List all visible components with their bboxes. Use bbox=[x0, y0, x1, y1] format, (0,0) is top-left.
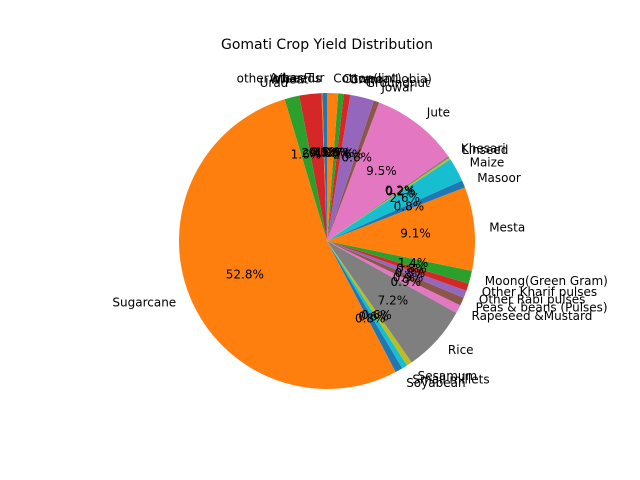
pie-slices bbox=[178, 92, 475, 390]
pct-label-maize: 2.6% bbox=[390, 191, 421, 205]
pct-label-rapeseed-mustard: 0.9% bbox=[391, 275, 422, 289]
slice-other-rabi-pulses bbox=[327, 241, 467, 298]
pct-label-other-oilseeds: 0.1% bbox=[309, 145, 340, 159]
pct-label-masoor: 0.8% bbox=[394, 200, 425, 214]
slice-mesta bbox=[327, 187, 475, 271]
slice-khesari bbox=[327, 156, 450, 241]
category-label-gram: Gram bbox=[349, 73, 382, 87]
pct-labels: 0.5%0.1%2.4%1.6%52.8%0.8%0.6%0.6%7.2%0.9… bbox=[226, 145, 431, 325]
category-label-other-oilseeds: other oilseeds bbox=[237, 71, 322, 85]
category-label-peas-beans-pulses: Peas & beans (Pulses) bbox=[476, 301, 608, 315]
pct-label-gram: 0.7% bbox=[324, 146, 355, 160]
slice-wheat bbox=[299, 93, 327, 241]
category-label-other-rabi-pulses: Other Rabi pulses bbox=[479, 293, 586, 307]
slice-linseed bbox=[327, 157, 451, 241]
slice-other-oilseeds bbox=[321, 93, 327, 241]
slice-cotton-lint bbox=[327, 92, 339, 241]
category-label-other-kharif-pulses: Other Kharif pulses bbox=[482, 285, 597, 299]
slice-small-millets bbox=[327, 241, 408, 369]
chart-title: Gomati Crop Yield Distribution bbox=[221, 37, 433, 53]
category-label-linseed: Linseed bbox=[462, 143, 508, 157]
pct-label-peas-beans-pulses: 0.9% bbox=[393, 270, 424, 284]
slice-sugarcane bbox=[178, 99, 396, 390]
slice-soyabean bbox=[327, 241, 403, 373]
category-label-maize: Maize bbox=[470, 155, 505, 169]
pct-label-other-kharif-pulses: 0.8% bbox=[396, 262, 427, 276]
pct-label-sesamum: 0.6% bbox=[361, 308, 392, 322]
pct-label-arhar-tur: 0.5% bbox=[310, 145, 341, 159]
category-label-mesta: Mesta bbox=[489, 220, 525, 234]
category-label-rice: Rice bbox=[448, 343, 474, 357]
slice-arhar-tur bbox=[322, 92, 327, 241]
category-label-khesari: Khesari bbox=[461, 142, 506, 156]
pct-label-cowpea-lobia: 0.6% bbox=[320, 146, 351, 160]
slice-gram bbox=[327, 93, 351, 242]
slice-groundnut bbox=[327, 94, 374, 241]
pct-label-rice: 7.2% bbox=[378, 294, 409, 308]
slice-other-kharif-pulses bbox=[327, 241, 469, 291]
pct-label-soyabean: 0.8% bbox=[355, 312, 386, 326]
pct-label-sugarcane: 52.8% bbox=[226, 268, 264, 282]
category-label-rapeseed-mustard: Rapeseed &Mustard bbox=[472, 309, 593, 323]
category-label-soyabean: Soyabean bbox=[406, 376, 465, 390]
pct-label-wheat: 2.4% bbox=[302, 146, 333, 160]
pct-label-small-millets: 0.6% bbox=[358, 310, 389, 324]
slice-cowpea-lobia bbox=[327, 93, 344, 241]
slice-rapeseed-mustard bbox=[327, 241, 461, 313]
category-label-urad: Urad bbox=[260, 76, 289, 90]
category-label-cowpea-lobia: Cowpea(Lobia) bbox=[342, 72, 431, 86]
category-label-jute: Jute bbox=[426, 105, 450, 119]
pct-label-other-rabi-pulses: 0.8% bbox=[395, 266, 426, 280]
slice-jute bbox=[327, 102, 449, 241]
category-label-jowar: Jowar bbox=[380, 81, 414, 95]
slice-sesamum bbox=[327, 241, 412, 366]
pct-label-jute: 9.5% bbox=[366, 164, 397, 178]
category-label-arhar-tur: Arhar/Tur bbox=[269, 71, 324, 85]
pct-label-jowar: 0.6% bbox=[341, 150, 372, 164]
slice-peas-beans-pulses bbox=[327, 241, 464, 306]
slice-jowar bbox=[327, 100, 380, 241]
slice-maize bbox=[327, 159, 463, 241]
category-label-moong-green-gram: Moong(Green Gram) bbox=[485, 274, 608, 288]
category-label-sugarcane: Sugarcane bbox=[112, 295, 176, 309]
category-label-wheat: Wheat bbox=[270, 72, 309, 86]
slice-moong-green-gram bbox=[327, 241, 472, 284]
slice-rice bbox=[327, 241, 457, 363]
category-label-sesamum: Sesamum bbox=[418, 369, 478, 383]
pct-label-mesta: 9.1% bbox=[400, 227, 431, 241]
pct-label-linseed: 0.2% bbox=[385, 184, 416, 198]
category-label-masoor: Masoor bbox=[477, 171, 521, 185]
pct-label-moong-green-gram: 1.4% bbox=[398, 256, 429, 270]
category-label-cotton-lint: Cotton(lint) bbox=[333, 71, 401, 85]
slice-masoor bbox=[327, 180, 465, 241]
pct-label-khesari: 0.2% bbox=[385, 184, 416, 198]
pct-label-cotton-lint: 1.2% bbox=[315, 145, 346, 159]
slice-urad bbox=[284, 95, 327, 242]
category-label-groundnut: Groundnut bbox=[366, 76, 430, 90]
category-label-small-millets: Small millets bbox=[412, 373, 489, 387]
pct-label-groundnut: 2.6% bbox=[333, 148, 364, 162]
pct-label-urad: 1.6% bbox=[291, 148, 322, 162]
